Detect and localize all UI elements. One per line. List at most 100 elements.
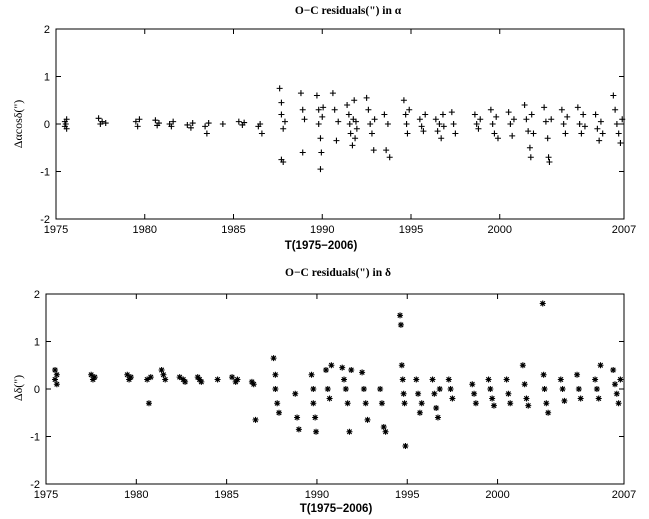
data-point-alpha xyxy=(281,118,288,125)
data-point-delta xyxy=(378,400,385,407)
data-point-delta xyxy=(91,374,98,381)
data-point-alpha xyxy=(420,128,427,135)
panel-delta: O−C residuals(") in δ Δδ(") 2 1 0 -1 -2 1975… xyxy=(11,267,636,515)
data-point-delta xyxy=(561,397,568,404)
data-point-alpha xyxy=(610,92,617,99)
xtick-label: 2007 xyxy=(612,489,636,501)
data-point-alpha xyxy=(352,135,359,142)
ylabel-alpha: Δαcosδ(") xyxy=(11,100,25,149)
data-point-alpha xyxy=(202,123,209,130)
data-point-delta xyxy=(295,426,302,433)
xticks-alpha: 1975 1980 1985 1990 1995 2000 2007 xyxy=(44,29,636,236)
data-point-alpha xyxy=(352,118,359,125)
data-point-delta xyxy=(434,414,441,421)
xtick-label: 2000 xyxy=(488,224,512,236)
data-point-alpha xyxy=(558,106,565,113)
ytick-label: 0 xyxy=(44,119,50,131)
data-point-alpha xyxy=(63,125,70,132)
data-point-delta xyxy=(144,376,151,383)
data-point-alpha xyxy=(509,132,516,139)
data-point-delta xyxy=(292,390,299,397)
data-point-alpha xyxy=(491,130,498,137)
data-point-alpha xyxy=(596,137,603,144)
data-point-delta xyxy=(593,386,600,392)
data-point-delta xyxy=(88,371,95,378)
data-point-delta xyxy=(294,414,301,421)
data-point-alpha xyxy=(594,125,601,132)
xtick-label: 1975 xyxy=(34,489,58,501)
xtick-label: 1995 xyxy=(399,224,423,236)
data-point-alpha xyxy=(576,121,583,127)
data-point-alpha xyxy=(450,121,457,127)
data-point-delta xyxy=(397,312,404,319)
data-point-delta xyxy=(592,376,599,383)
data-point-delta xyxy=(322,367,329,373)
data-point-alpha xyxy=(365,106,372,113)
data-point-delta xyxy=(415,390,422,397)
data-point-alpha xyxy=(319,113,326,120)
data-point-delta xyxy=(469,381,476,388)
data-point-delta xyxy=(310,400,317,407)
data-point-delta xyxy=(541,386,548,392)
data-point-alpha xyxy=(592,111,599,118)
ytick-label: 1 xyxy=(44,72,50,84)
data-point-delta xyxy=(577,395,584,402)
plot-title-delta: O−C residuals(") in δ xyxy=(285,267,391,279)
data-point-delta xyxy=(490,402,497,409)
data-point-alpha xyxy=(580,111,587,118)
data-point-alpha xyxy=(203,130,210,137)
data-point-alpha xyxy=(494,135,501,142)
data-point-alpha xyxy=(371,116,378,123)
data-point-delta xyxy=(158,367,165,373)
data-point-alpha xyxy=(280,125,287,132)
data-point-delta xyxy=(402,443,409,449)
data-point-delta xyxy=(617,376,624,383)
xtick-label: 2000 xyxy=(485,489,509,501)
data-point-alpha xyxy=(578,130,585,137)
xlabel-delta: T(1975−2006) xyxy=(300,503,373,515)
data-point-alpha xyxy=(189,120,196,127)
data-point-alpha xyxy=(525,128,532,135)
data-point-delta xyxy=(610,367,617,373)
xtick-label: 1980 xyxy=(124,489,148,501)
data-point-delta xyxy=(525,402,532,409)
data-point-alpha xyxy=(299,106,306,113)
data-point-alpha xyxy=(599,130,606,137)
data-point-alpha xyxy=(477,116,484,123)
data-point-alpha xyxy=(368,130,375,137)
data-point-delta xyxy=(595,395,602,402)
data-point-delta xyxy=(176,374,183,381)
data-point-alpha xyxy=(317,135,324,142)
data-point-alpha xyxy=(541,104,548,111)
data-point-delta xyxy=(272,371,279,378)
data-point-alpha xyxy=(434,128,441,135)
data-point-alpha xyxy=(257,121,264,127)
data-point-delta xyxy=(539,300,546,307)
data-point-delta xyxy=(53,371,60,378)
data-point-alpha xyxy=(318,149,325,156)
data-point-alpha xyxy=(280,159,287,165)
data-point-alpha xyxy=(235,118,242,125)
data-point-alpha xyxy=(241,119,248,126)
data-point-alpha xyxy=(351,97,358,104)
data-point-alpha xyxy=(276,85,283,92)
ytick-label: -1 xyxy=(40,167,50,179)
data-point-alpha xyxy=(99,118,106,125)
data-point-alpha xyxy=(542,118,549,125)
data-point-delta xyxy=(326,395,333,402)
data-point-delta xyxy=(362,400,369,407)
data-point-delta xyxy=(160,371,167,378)
data-point-alpha xyxy=(134,123,141,130)
data-point-delta xyxy=(398,362,405,369)
data-point-alpha xyxy=(564,113,571,120)
data-point-delta xyxy=(328,362,335,369)
xtick-label: 1985 xyxy=(221,224,245,236)
data-point-alpha xyxy=(205,120,212,127)
data-point-delta xyxy=(272,386,279,392)
data-point-alpha xyxy=(403,121,410,127)
data-point-alpha xyxy=(418,123,425,130)
yticks-alpha: 2 1 0 -1 -2 xyxy=(40,24,624,226)
data-point-alpha xyxy=(471,111,478,118)
data-point-alpha xyxy=(349,142,356,149)
